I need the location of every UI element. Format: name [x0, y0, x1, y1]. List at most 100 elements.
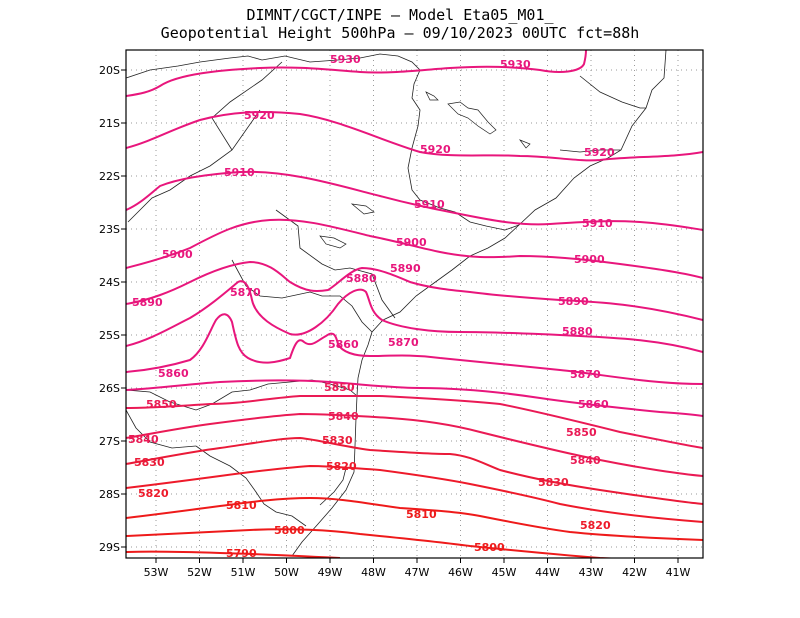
lat-tick-label: 22S [99, 170, 120, 183]
lon-tick-label: 48W [361, 566, 386, 579]
lon-tick-label: 42W [622, 566, 647, 579]
lon-tick-label: 52W [187, 566, 212, 579]
contour-label: 5910 [224, 166, 255, 179]
state-border-1 [126, 53, 421, 79]
lon-tick-label: 50W [274, 566, 299, 579]
contour-label: 5850 [566, 426, 597, 439]
lon-tick-label: 41W [666, 566, 691, 579]
lat-tick-label: 28S [99, 488, 120, 501]
contour-label: 5920 [244, 109, 275, 122]
contour-5800 [126, 528, 625, 558]
contour-label: 5860 [578, 398, 609, 411]
state-border-4 [211, 61, 283, 151]
contour-lines [126, 50, 703, 558]
contour-5790 [126, 550, 341, 558]
contour-label: 5900 [574, 253, 605, 266]
contour-5820 [126, 464, 703, 523]
contour-label: 5890 [558, 295, 589, 308]
contour-label: 5910 [414, 198, 445, 211]
contour-label: 5830 [134, 456, 165, 469]
contour-5930 [126, 50, 587, 97]
atlantic-coastline [291, 50, 667, 557]
contour-5810 [126, 496, 703, 541]
contour-5920 [126, 111, 703, 162]
coastline [126, 50, 667, 557]
state-border-10 [579, 75, 646, 109]
contour-label: 5800 [274, 524, 305, 537]
title-line-2: Geopotential Height 500hPa – 09/10/2023 … [160, 24, 640, 42]
lon-tick-label: 47W [405, 566, 430, 579]
title-line-1: DIMNT/CGCT/INPE – Model Eta05_M01_ [246, 6, 554, 24]
lon-tick-label: 51W [231, 566, 256, 579]
contour-label: 5890 [132, 296, 163, 309]
contour-label: 5820 [326, 460, 357, 473]
lat-tick-label: 27S [99, 435, 120, 448]
reservoir-4 [425, 91, 439, 101]
contour-5840 [126, 412, 703, 477]
lon-tick-label: 45W [492, 566, 517, 579]
contour-label: 5890 [390, 262, 421, 275]
state-border-3 [127, 109, 261, 223]
state-border-6 [231, 259, 373, 333]
lat-tick-label: 29S [99, 541, 120, 554]
contour-label: 5820 [580, 519, 611, 532]
lat-tick-label: 25S [99, 329, 120, 342]
contour-label: 5860 [158, 367, 189, 380]
lat-tick-label: 21S [99, 117, 120, 130]
contour-label: 5850 [324, 381, 355, 394]
contour-label: 5790 [226, 547, 257, 560]
reservoir-5 [518, 139, 531, 149]
state-border-5 [275, 209, 396, 319]
lon-tick-label: 44W [535, 566, 560, 579]
lat-tick-label: 24S [99, 276, 120, 289]
lat-tick-label: 26S [99, 382, 120, 395]
state-border-8 [195, 445, 307, 527]
contour-label: 5910 [582, 217, 613, 230]
contour-label: 5830 [322, 434, 353, 447]
contour-label: 5880 [562, 325, 593, 338]
plot-frame [125, 49, 704, 559]
lat-tick-label: 20S [99, 64, 120, 77]
contour-label: 5870 [230, 286, 261, 299]
contour-label: 5870 [570, 368, 601, 381]
reservoir-3 [350, 203, 375, 215]
contour-label: 5870 [388, 336, 419, 349]
contour-5890 [126, 260, 703, 321]
contour-label: 5840 [328, 410, 359, 423]
lat-tick-label: 23S [99, 223, 120, 236]
state-border-7 [126, 379, 358, 411]
lon-tick-label: 43W [579, 566, 604, 579]
contour-label: 5920 [420, 143, 451, 156]
contour-label: 5930 [330, 53, 361, 66]
contour-5880 [126, 280, 703, 353]
contour-label: 5810 [226, 499, 257, 512]
contour-label: 5930 [500, 58, 531, 71]
contour-labels: 5930 5930 5920 5920 5920 5910 5910 5910 … [128, 53, 615, 560]
contour-label: 5800 [474, 541, 505, 554]
contour-label: 5900 [162, 248, 193, 261]
state-border-11 [559, 149, 621, 153]
contour-label: 5880 [346, 272, 377, 285]
contour-label: 5810 [406, 508, 437, 521]
contour-label: 5820 [138, 487, 169, 500]
lon-tick-label: 49W [318, 566, 343, 579]
contour-5850 [126, 394, 703, 449]
reservoir-2 [319, 235, 347, 249]
contour-5870 [126, 313, 703, 385]
contour-5830 [126, 436, 703, 505]
contour-label: 5840 [128, 433, 159, 446]
contour-label: 5900 [396, 236, 427, 249]
reservoir-1 [447, 101, 497, 135]
lon-tick-label: 46W [448, 566, 473, 579]
state-border-9 [126, 409, 197, 449]
contour-label: 5860 [328, 338, 359, 351]
contour-label: 5850 [146, 398, 177, 411]
lon-axis: 53W 52W 51W 50W 49W 48W 47W 46W 45W 44W 43W 42W 41W [144, 558, 691, 579]
contour-label: 5920 [584, 146, 615, 159]
contour-5910 [126, 170, 703, 231]
contour-label: 5830 [538, 476, 569, 489]
lon-tick-label: 53W [144, 566, 169, 579]
contour-label: 5840 [570, 454, 601, 467]
state-border-2 [407, 69, 520, 231]
